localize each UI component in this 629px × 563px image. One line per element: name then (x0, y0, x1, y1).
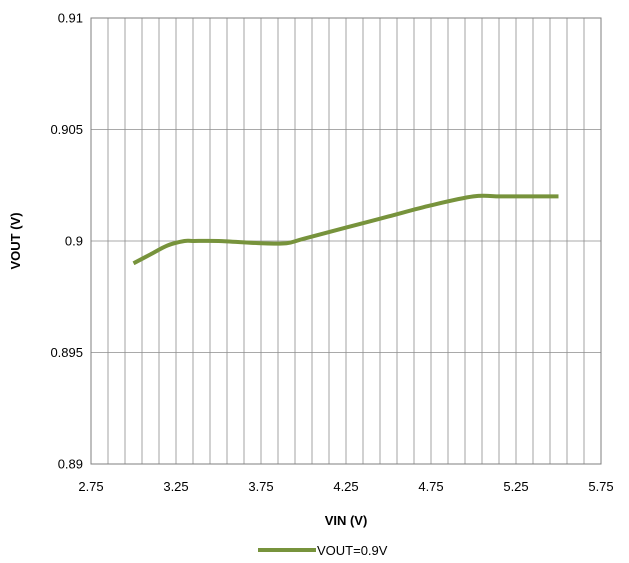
x-tick-label: 2.75 (78, 479, 103, 494)
y-tick-label: 0.91 (58, 11, 83, 26)
series-line-vout-0-9v (132, 193, 559, 266)
y-axis-title: VOUT (V) (8, 212, 23, 269)
x-tick-label: 4.75 (418, 479, 443, 494)
series-layer (132, 193, 559, 266)
x-tick-label: 3.75 (248, 479, 273, 494)
x-axis-title: VIN (V) (325, 513, 368, 528)
legend: VOUT=0.9V (258, 543, 388, 558)
legend-label-vout-0-9v: VOUT=0.9V (317, 543, 388, 558)
y-tick-label: 0.9 (65, 234, 83, 249)
plot-area-border (90, 17, 602, 465)
y-axis-tick-labels: 0.91 0.905 0.9 0.895 0.89 (50, 11, 83, 472)
y-tick-label: 0.895 (50, 345, 83, 360)
x-tick-label: 3.25 (163, 479, 188, 494)
x-tick-label: 5.25 (503, 479, 528, 494)
y-tick-label: 0.89 (58, 457, 83, 472)
y-tick-label: 0.905 (50, 122, 83, 137)
x-tick-label: 5.75 (588, 479, 613, 494)
grid-lines (91, 17, 601, 465)
x-tick-label: 4.25 (333, 479, 358, 494)
x-axis-tick-labels: 2.75 3.25 3.75 4.25 4.75 5.25 5.75 (78, 479, 613, 494)
